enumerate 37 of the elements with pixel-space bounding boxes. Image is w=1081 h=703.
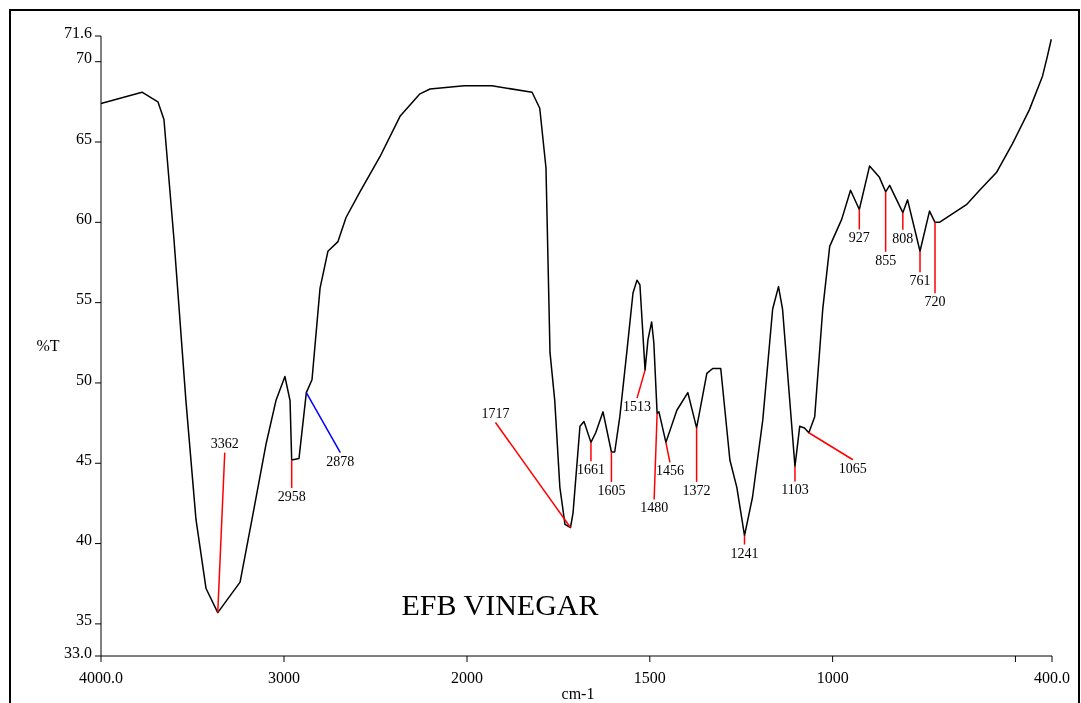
- y-tick-label: 40: [76, 531, 92, 549]
- annotation: 2958: [277, 489, 306, 505]
- x-tick-label: 400.0: [1034, 669, 1070, 686]
- y-tick-label: 55: [76, 290, 92, 308]
- x-tick-label: 4000.0: [79, 669, 123, 686]
- annotation: 1241: [730, 545, 759, 561]
- annotation: 1661: [576, 462, 605, 478]
- annotation: 855: [875, 252, 897, 268]
- annotation: 1065: [838, 460, 867, 476]
- annotation: 720: [924, 294, 946, 310]
- x-tick-label: 3000: [268, 669, 300, 686]
- annotation: 1103: [781, 482, 809, 498]
- annotation: 761: [909, 273, 931, 289]
- annotation: 1605: [597, 483, 626, 499]
- annotation: 2878: [326, 453, 355, 469]
- annotation: 1372: [682, 482, 711, 498]
- x-tick-label: 1000: [816, 669, 849, 686]
- y-axis-title: %T: [36, 337, 60, 354]
- text: EFB VINEGAR: [401, 588, 599, 621]
- y-tick-label: 35: [76, 611, 92, 629]
- y-tick-label: 60: [76, 209, 92, 227]
- annotation: 927: [848, 230, 870, 246]
- x-tick-label: 1500: [633, 669, 666, 686]
- annotation: 1717: [481, 405, 510, 421]
- y-tick-label: 70: [76, 49, 92, 67]
- annotation: 1456: [655, 463, 684, 479]
- annotation: 3362: [210, 435, 239, 451]
- x-axis-title: cm-1: [561, 685, 595, 702]
- y-tick-label: 50: [76, 370, 92, 388]
- x-tick-label: 2000: [451, 669, 483, 686]
- annotation: 1480: [640, 500, 669, 516]
- annotation: 1513: [623, 399, 652, 415]
- y-tick-label: 71.6: [64, 23, 92, 41]
- y-tick-label: 65: [76, 129, 92, 147]
- y-tick-label: 45: [76, 450, 92, 468]
- y-tick-label: 33.0: [64, 643, 92, 661]
- annotation: 808: [892, 230, 914, 246]
